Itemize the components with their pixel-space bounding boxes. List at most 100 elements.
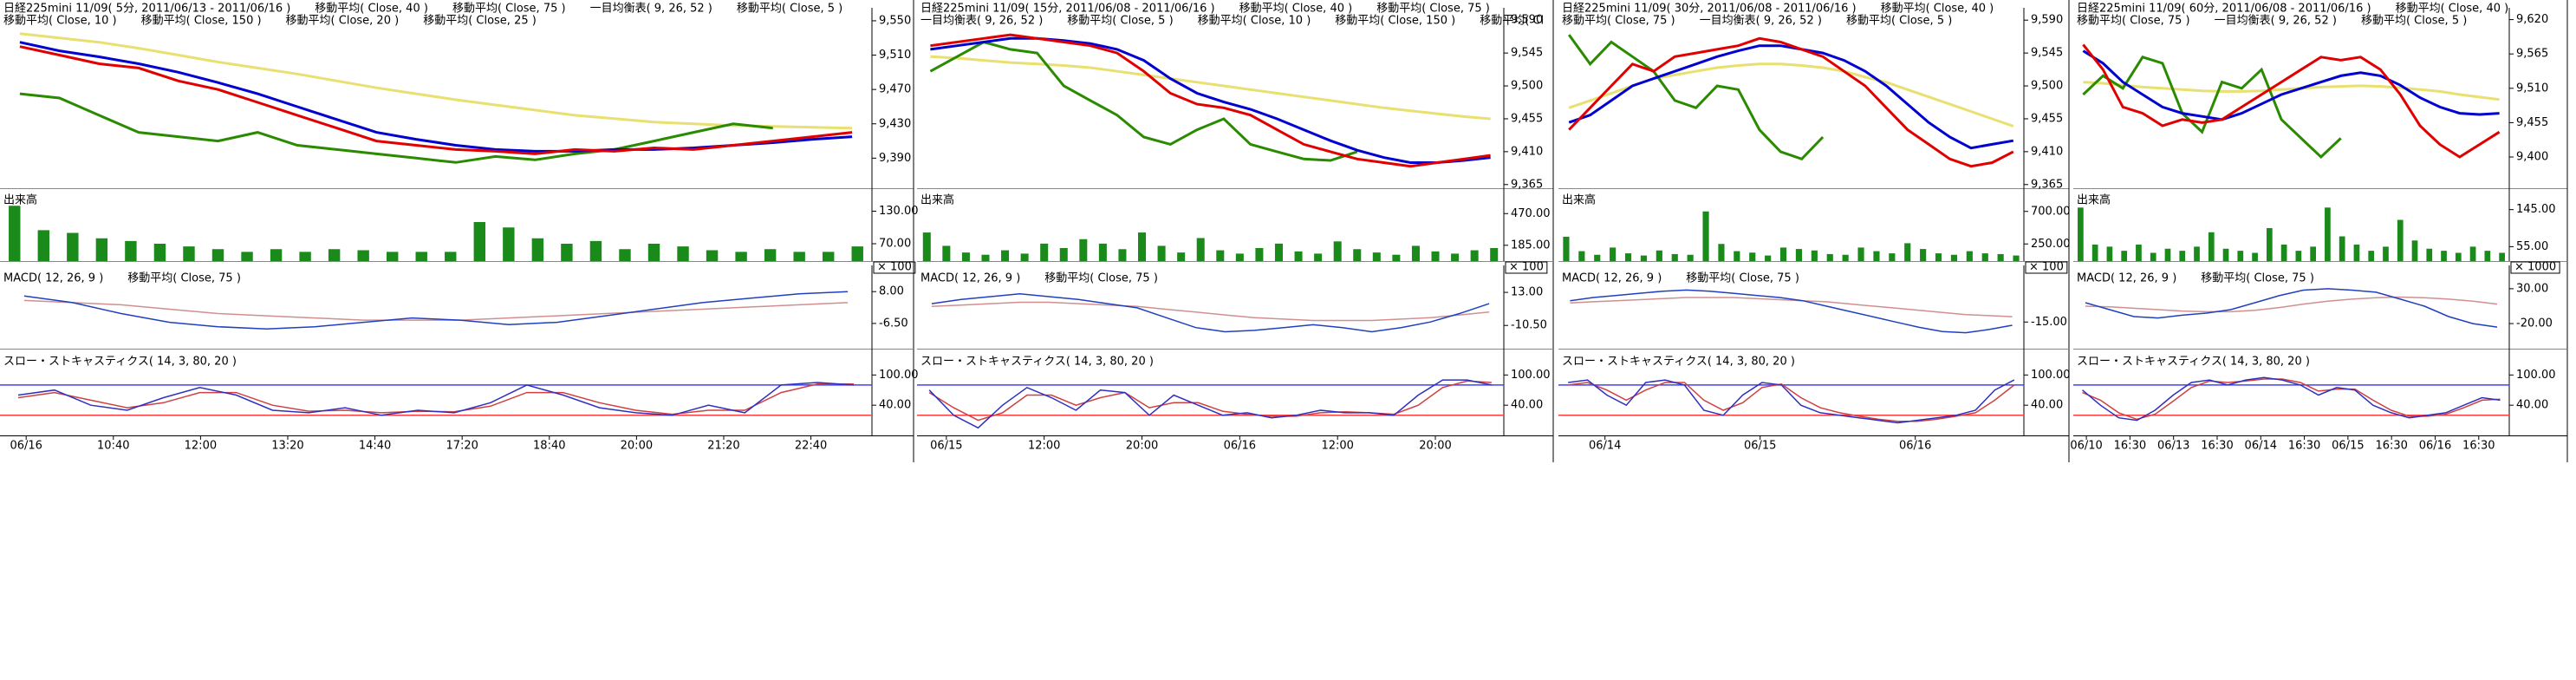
volume-bar bbox=[1610, 247, 1617, 261]
volume-bar bbox=[942, 245, 951, 261]
volume-bar bbox=[1118, 249, 1127, 261]
unit-box bbox=[2510, 261, 2560, 274]
chart-title: スロー・ストキャスティクス( 14, 3, 80, 20 ) bbox=[2077, 356, 2310, 369]
volume-bar bbox=[1594, 254, 1601, 261]
volume-bar bbox=[1353, 249, 1362, 261]
legend-item: 移動平均( Close, 40 ) bbox=[315, 3, 428, 16]
y-tick-label: 100.00 bbox=[879, 369, 919, 382]
volume-bar bbox=[1216, 250, 1225, 261]
y-tick-label: -20.00 bbox=[2516, 317, 2553, 330]
legend-item: 移動平均( Close, 40 ) bbox=[1239, 3, 1353, 16]
x-tick-label: 12:00 bbox=[1321, 440, 1353, 453]
volume-bar bbox=[1490, 248, 1499, 261]
series-line bbox=[1568, 44, 2014, 150]
legend-item: 移動平均( Close, 150 ) bbox=[1335, 15, 1455, 28]
legend-item: 移動平均( Close, 10 ) bbox=[3, 15, 117, 28]
volume-bar bbox=[153, 244, 166, 261]
volume-bar bbox=[1935, 253, 1942, 261]
x-tick-label: 16:30 bbox=[2375, 440, 2407, 453]
y-tick-label: 70.00 bbox=[879, 238, 911, 251]
series-line bbox=[2082, 378, 2501, 421]
series-line bbox=[2083, 81, 2500, 101]
x-tick-label: 06/16 bbox=[1899, 440, 1931, 453]
legend-item: 移動平均( Close, 10 ) bbox=[1198, 15, 1311, 28]
volume-bar bbox=[1981, 253, 1988, 261]
volume-bar bbox=[1687, 254, 1694, 261]
volume-bar bbox=[2164, 248, 2171, 261]
series-line bbox=[931, 301, 1490, 322]
volume-bar bbox=[2194, 246, 2200, 261]
volume-bar bbox=[328, 249, 341, 261]
x-tick-label: 14:40 bbox=[359, 440, 391, 453]
volume-bar bbox=[677, 246, 689, 261]
y-tick-label: 130.00 bbox=[879, 205, 919, 218]
y-tick-label: 470.00 bbox=[1511, 207, 1551, 220]
volume-bar bbox=[1372, 252, 1381, 261]
volume-bar bbox=[2295, 251, 2302, 261]
volume-bar bbox=[1157, 245, 1166, 261]
unit-box bbox=[873, 261, 916, 274]
x-tick-label: 06/14 bbox=[2245, 440, 2277, 453]
legend-item: 移動平均( Close, 5 ) bbox=[1067, 15, 1173, 28]
volume-bar bbox=[2078, 207, 2084, 261]
legend-item: 移動平均( Close, 75 ) bbox=[2077, 15, 2190, 28]
y-tick-label: 9,500 bbox=[1511, 80, 1543, 93]
legend-item: 移動平均( Cl bbox=[1480, 15, 1544, 28]
series-line bbox=[930, 55, 1491, 121]
y-tick-label: -10.50 bbox=[1511, 319, 1547, 332]
volume-bar bbox=[1966, 251, 1973, 261]
legend-item: 移動平均( Close, 5 ) bbox=[737, 3, 842, 16]
legend-item: 移動平均( Close, 5 ) bbox=[1846, 15, 1952, 28]
x-tick-label: 20:00 bbox=[621, 440, 653, 453]
unit-label: × 100 bbox=[2029, 261, 2064, 274]
volume-bar bbox=[1749, 252, 1756, 261]
y-tick-label: -15.00 bbox=[2031, 316, 2067, 329]
volume-bar bbox=[1294, 251, 1303, 261]
chart-title: MACD( 12, 26, 9 ) bbox=[3, 272, 103, 285]
volume-bar bbox=[1826, 253, 1833, 261]
volume-bar bbox=[415, 252, 427, 261]
unit-box bbox=[1505, 261, 1548, 274]
volume-bar bbox=[2280, 245, 2287, 261]
legend-item: 移動平均( Close, 20 ) bbox=[286, 15, 400, 28]
y-tick-label: 185.00 bbox=[1511, 239, 1551, 252]
x-tick-label: 16:30 bbox=[2114, 440, 2146, 453]
series-line bbox=[931, 292, 1490, 333]
volume-bar bbox=[2237, 251, 2244, 261]
volume-bar bbox=[2441, 251, 2447, 261]
x-tick-label: 18:40 bbox=[533, 440, 565, 453]
volume-bar bbox=[445, 252, 457, 261]
volume-bar bbox=[2121, 251, 2128, 261]
legend-item: 移動平均( Close, 75 ) bbox=[1376, 3, 1490, 16]
volume-bar bbox=[386, 252, 399, 261]
volume-bar bbox=[2383, 246, 2389, 261]
volume-bar bbox=[1811, 250, 1818, 261]
volume-bar bbox=[1920, 249, 1927, 261]
series-line bbox=[2085, 296, 2498, 313]
y-tick-label: 9,470 bbox=[879, 83, 911, 96]
volume-bar bbox=[1001, 250, 1010, 261]
y-tick-label: 100.00 bbox=[2516, 369, 2556, 382]
y-tick-label: 100.00 bbox=[2031, 369, 2071, 382]
chart-title: 日経225mini 11/09( 60分, 2011/06/08 - 2011/… bbox=[2077, 3, 2371, 16]
volume-bar bbox=[1411, 245, 1420, 261]
y-tick-label: 145.00 bbox=[2516, 203, 2556, 216]
y-tick-label: 9,410 bbox=[1511, 145, 1543, 158]
series-line bbox=[1570, 289, 2013, 334]
y-tick-label: 9,590 bbox=[1511, 14, 1543, 27]
chart-title: 日経225mini 11/09( 15分, 2011/06/08 - 2011/… bbox=[920, 3, 1215, 16]
x-tick-label: 12:00 bbox=[1028, 440, 1060, 453]
x-tick-label: 17:20 bbox=[446, 440, 478, 453]
legend-item: 移動平均( Close, 25 ) bbox=[423, 15, 537, 28]
volume-bar bbox=[2397, 219, 2404, 261]
volume-bar bbox=[1873, 251, 1880, 261]
volume-bar bbox=[1138, 232, 1147, 261]
volume-bar bbox=[1040, 243, 1049, 261]
series-line bbox=[1568, 382, 2015, 422]
volume-bar bbox=[2339, 236, 2345, 261]
volume-bar bbox=[1255, 248, 1264, 261]
y-tick-label: 700.00 bbox=[2031, 205, 2071, 218]
y-tick-label: 40.00 bbox=[879, 399, 911, 412]
volume-bar bbox=[125, 240, 137, 261]
volume-bar bbox=[1470, 250, 1479, 261]
